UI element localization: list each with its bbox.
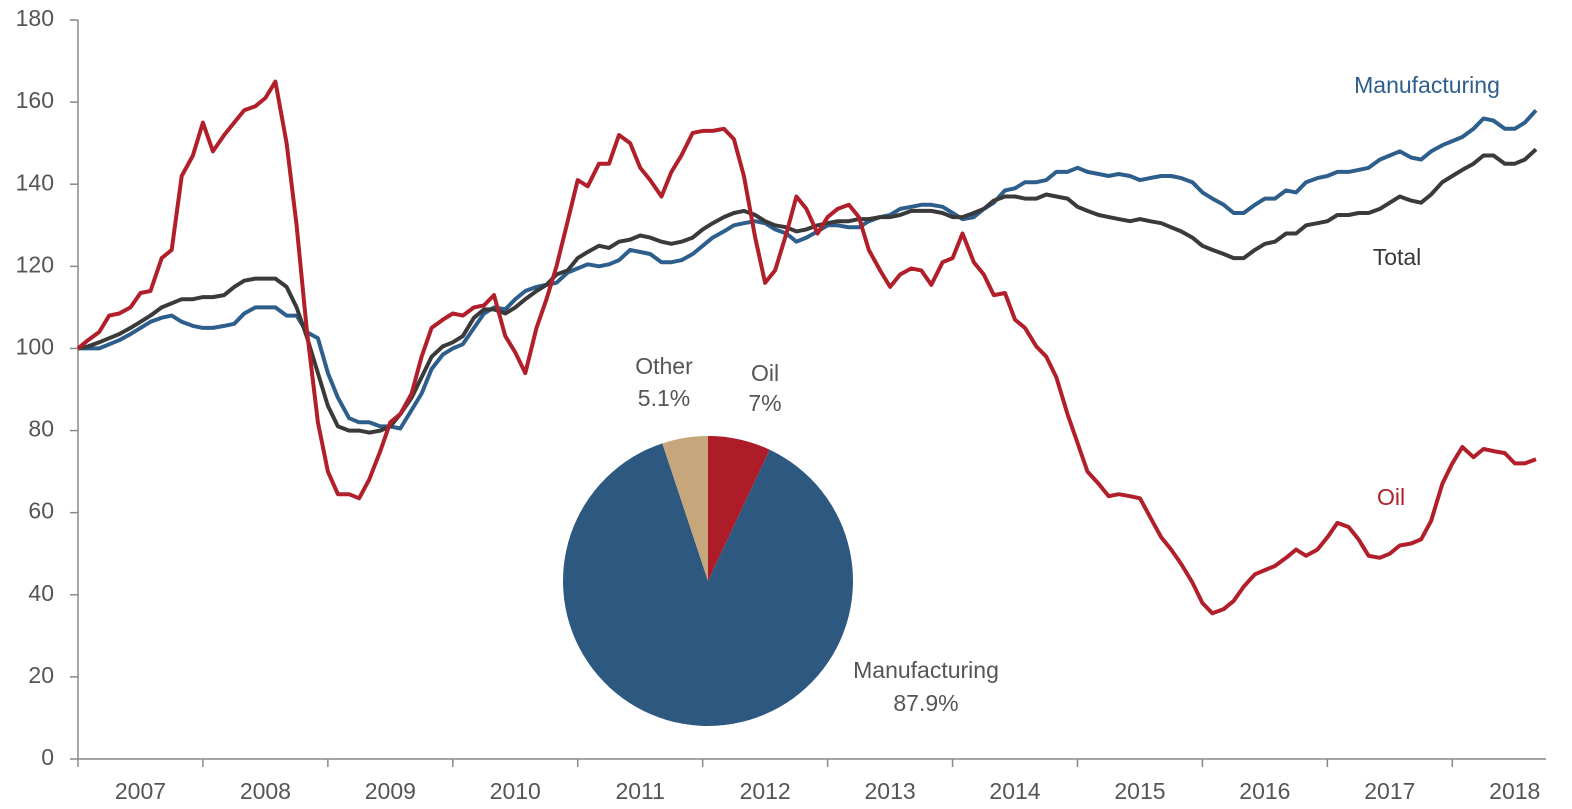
pie-label: Manufacturing xyxy=(853,657,999,683)
pie-value-label: 5.1% xyxy=(638,385,690,411)
series-label: Manufacturing xyxy=(1354,72,1500,98)
pie-label: Other xyxy=(635,353,693,379)
y-tick-label: 160 xyxy=(16,87,54,113)
y-tick-label: 80 xyxy=(28,416,54,442)
pie-slice xyxy=(563,443,853,727)
y-tick-label: 0 xyxy=(41,744,54,770)
x-tick-label: 2011 xyxy=(615,778,664,804)
pie-slice xyxy=(662,436,708,581)
pie-slice xyxy=(708,436,770,581)
series-label: Oil xyxy=(1377,484,1405,510)
line-series xyxy=(76,79,1537,616)
x-tick-label: 2012 xyxy=(740,778,791,804)
x-tick-label: 2010 xyxy=(490,778,541,804)
x-tick-label: 2015 xyxy=(1114,778,1165,804)
pie-value-label: 87.9% xyxy=(893,690,958,716)
y-tick-label: 60 xyxy=(28,498,54,524)
y-tick-label: 40 xyxy=(28,580,54,606)
y-tick-label: 100 xyxy=(16,334,54,360)
pie-value-label: 7% xyxy=(748,390,781,416)
y-tick-label: 140 xyxy=(16,169,54,195)
pie-label: Oil xyxy=(751,360,779,386)
x-tick-label: 2008 xyxy=(240,778,291,804)
line-series xyxy=(77,147,1538,435)
line-series xyxy=(78,108,1538,431)
x-tick-label: 2013 xyxy=(864,778,915,804)
x-tick-label: 2014 xyxy=(989,778,1040,804)
series-label: Total xyxy=(1373,244,1422,270)
x-tick-label: 2017 xyxy=(1364,778,1415,804)
x-tick-label: 2018 xyxy=(1489,778,1540,804)
y-tick-label: 180 xyxy=(16,5,54,31)
x-tick-label: 2009 xyxy=(365,778,416,804)
y-tick-label: 120 xyxy=(16,251,54,277)
x-tick-label: 2007 xyxy=(115,778,166,804)
y-tick-label: 20 xyxy=(28,662,54,688)
x-tick-label: 2016 xyxy=(1239,778,1290,804)
